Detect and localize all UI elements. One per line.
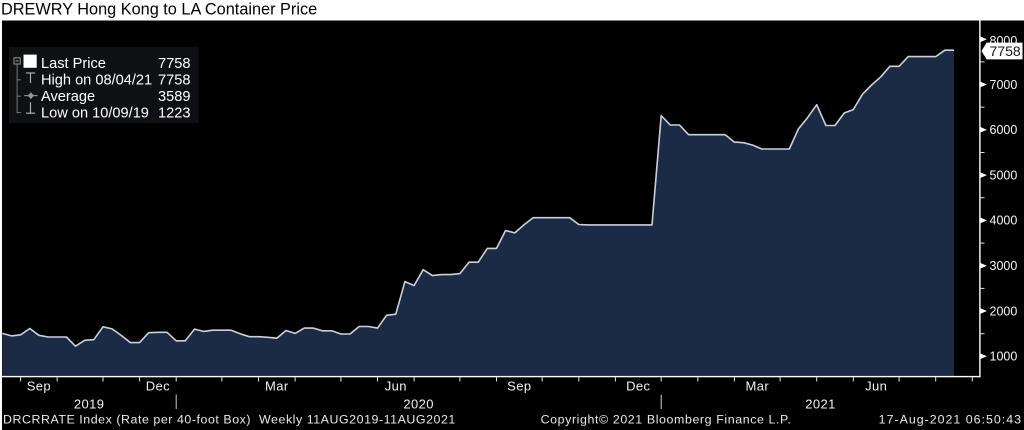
svg-text:Low on 10/09/19: Low on 10/09/19 [41, 105, 149, 121]
svg-text:Sep: Sep [27, 379, 51, 394]
svg-text:Dec: Dec [626, 379, 650, 394]
svg-text:Jun: Jun [865, 379, 887, 394]
svg-text:Copyright© 2021 Bloomberg Fina: Copyright© 2021 Bloomberg Finance L.P. [541, 413, 792, 427]
svg-text:7758: 7758 [158, 73, 190, 89]
svg-text:7758: 7758 [158, 56, 190, 72]
svg-text:1223: 1223 [158, 105, 190, 121]
svg-text:Sep: Sep [507, 379, 531, 394]
svg-text:High on 08/04/21: High on 08/04/21 [41, 73, 152, 89]
svg-text:2019: 2019 [74, 397, 105, 412]
svg-text:3589: 3589 [158, 89, 190, 105]
svg-text:3000: 3000 [990, 259, 1018, 273]
svg-text:6000: 6000 [990, 123, 1018, 137]
svg-text:DRCRRATE Index (Rate per 40-fo: DRCRRATE Index (Rate per 40-foot Box) We… [3, 413, 456, 427]
svg-text:17-Aug-2021 06:50:43: 17-Aug-2021 06:50:43 [879, 413, 1022, 427]
svg-text:7758: 7758 [990, 43, 1021, 59]
svg-text:2020: 2020 [403, 397, 434, 412]
svg-text:DREWRY Hong Kong to LA Contain: DREWRY Hong Kong to LA Container Price [1, 0, 317, 18]
svg-text:1000: 1000 [990, 350, 1018, 364]
svg-text:7000: 7000 [990, 78, 1018, 92]
svg-text:Dec: Dec [146, 379, 170, 394]
svg-text:Jun: Jun [385, 379, 407, 394]
svg-text:Mar: Mar [746, 379, 770, 394]
svg-text:5000: 5000 [990, 168, 1018, 182]
svg-text:4000: 4000 [990, 214, 1018, 228]
svg-text:Average: Average [41, 89, 95, 105]
svg-text:2021: 2021 [805, 397, 836, 412]
svg-text:Mar: Mar [265, 379, 289, 394]
svg-text:Last Price: Last Price [41, 56, 106, 72]
svg-text:2000: 2000 [990, 304, 1018, 318]
